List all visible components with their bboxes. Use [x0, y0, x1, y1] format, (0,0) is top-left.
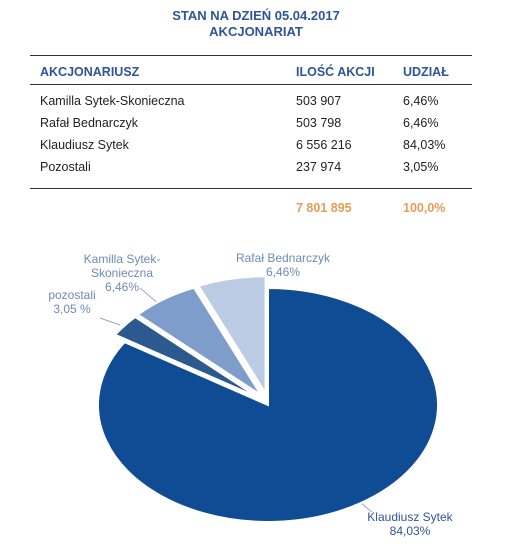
- table-cell: Rafał Bednarczyk: [40, 116, 138, 130]
- slice-name: Klaudiusz Sytek: [367, 510, 453, 524]
- slice-label: Kamilla Sytek-Skonieczna 6,46%: [67, 252, 177, 294]
- slice-label: Rafał Bednarczyk 6,46%: [223, 251, 343, 279]
- slice-label: pozostali 3,05 %: [37, 288, 107, 316]
- title: STAN NA DZIEŃ 05.04.2017: [172, 8, 340, 23]
- table-cell: 3,05%: [403, 160, 439, 174]
- column-header: AKCJONARIUSZ: [40, 65, 140, 79]
- pie-slice: [196, 275, 267, 397]
- table-cell: Pozostali: [40, 160, 91, 174]
- table-cell: 503 907: [296, 94, 342, 108]
- slice-value: 6,46%: [265, 265, 301, 279]
- slice-name: Rafał Bednarczyk: [235, 251, 331, 265]
- slice-value: 84,03%: [389, 524, 431, 538]
- table-cell: 84,03%: [403, 138, 446, 152]
- rule: [30, 188, 472, 189]
- table-cell: 237 974: [296, 160, 342, 174]
- rule: [30, 84, 472, 85]
- table-cell: 6,46%: [403, 116, 439, 130]
- slice-value: 3,05 %: [53, 302, 91, 316]
- column-header: UDZIAŁ: [403, 65, 449, 79]
- table-cell: 503 798: [296, 116, 342, 130]
- total-cell: 100,0%: [403, 201, 446, 215]
- pie-slice: [136, 286, 262, 396]
- subtitle: AKCJONARIAT: [209, 24, 303, 39]
- pie-slice: [113, 315, 260, 399]
- column-header: ILOŚĆ AKCJI: [296, 65, 375, 79]
- rule: [30, 55, 472, 56]
- table-cell: 6,46%: [403, 94, 439, 108]
- slice-value: 6,46%: [104, 280, 140, 294]
- total-cell: 7 801 895: [296, 201, 352, 215]
- slice-label: Klaudiusz Sytek 84,03%: [365, 510, 455, 538]
- slice-name: Kamilla Sytek-Skonieczna: [83, 252, 161, 280]
- slice-name: pozostali: [48, 288, 96, 302]
- table-cell: Kamilla Sytek-Skonieczna: [40, 94, 185, 108]
- table-cell: 6 556 216: [296, 138, 352, 152]
- table-cell: Klaudiusz Sytek: [40, 138, 129, 152]
- leader-line: [99, 317, 121, 326]
- pie-slice: [97, 286, 439, 523]
